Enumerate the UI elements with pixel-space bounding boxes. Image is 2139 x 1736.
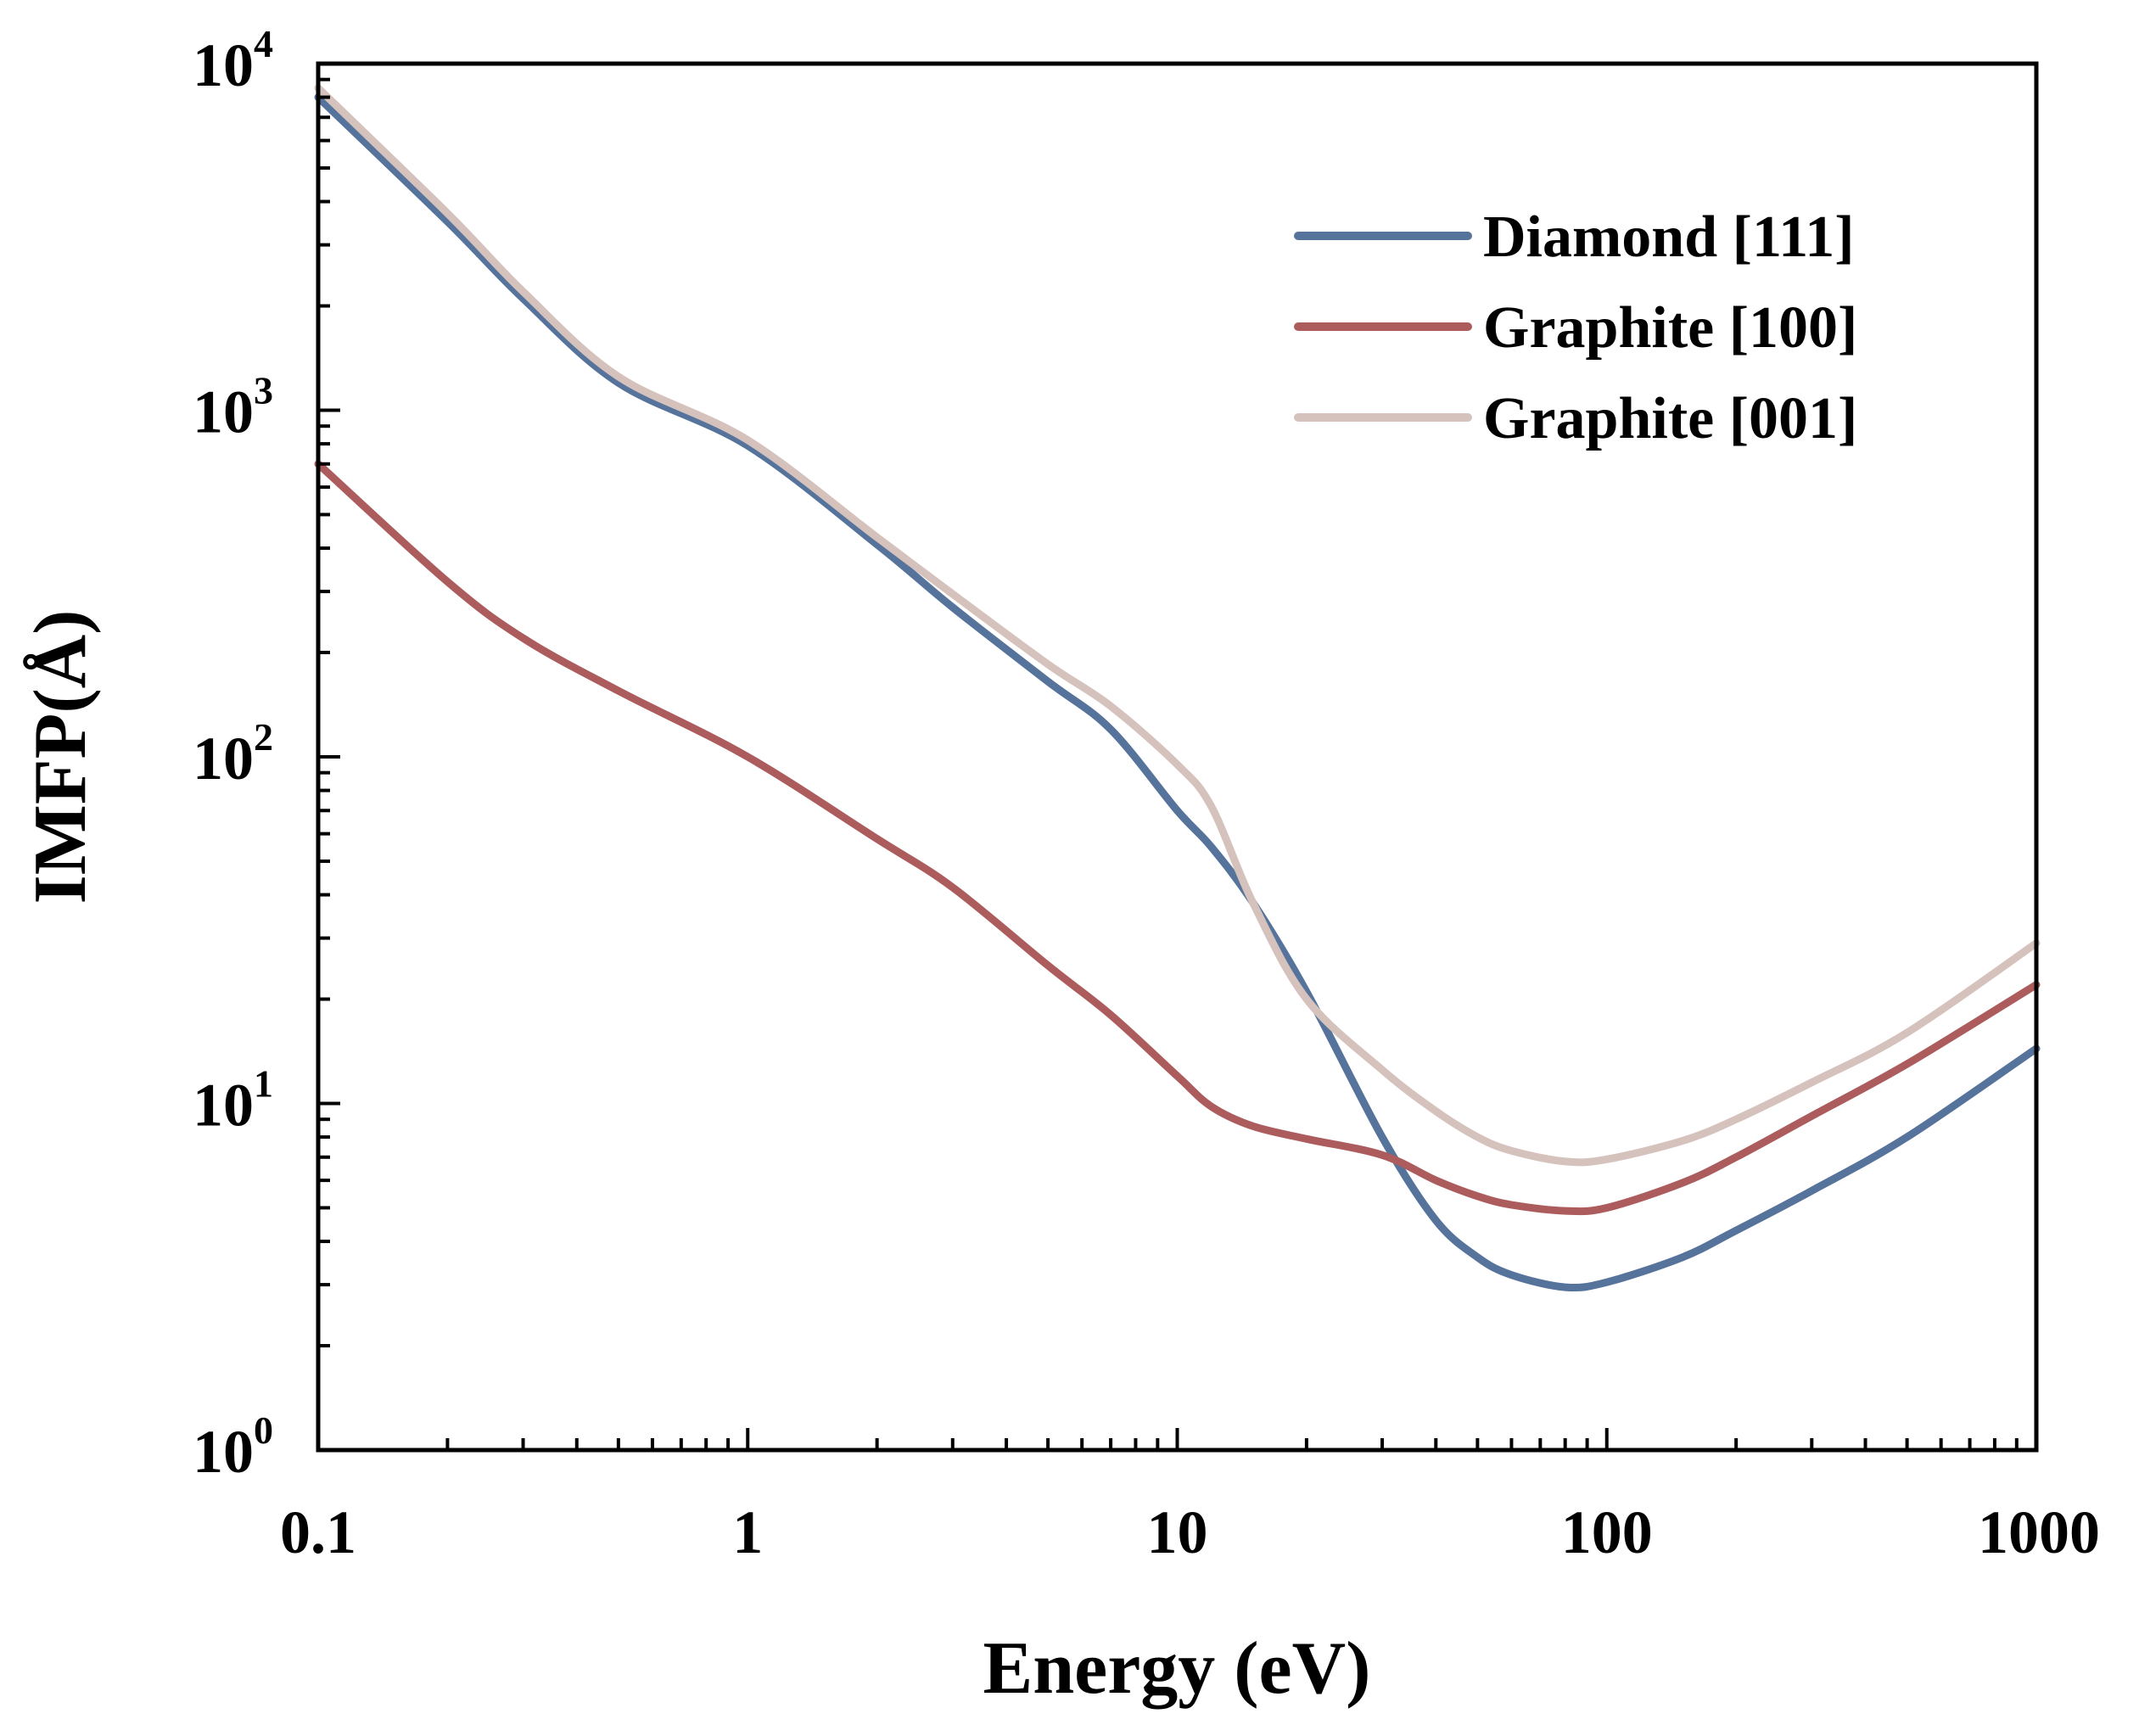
x-tick-label: 0.1 <box>280 1498 356 1566</box>
series-line-3 <box>314 84 2041 1167</box>
legend-label: Graphite [100] <box>1483 295 1857 361</box>
legend-label: Diamond [111] <box>1483 204 1855 270</box>
y-tick-label: 100 <box>193 1408 273 1486</box>
series-line-1 <box>314 93 2041 1292</box>
plot-area <box>314 61 2041 1453</box>
y-tick-labels: 100 101 102 103 104 <box>193 22 273 1486</box>
x-tick-label: 10 <box>1147 1498 1208 1566</box>
legend-item: Graphite [001] <box>1294 386 1857 451</box>
legend: Diamond [111] Graphite [100] Graphite [001… <box>1294 204 1857 451</box>
legend-item: Graphite [100] <box>1294 295 1857 361</box>
x-tick-labels: 0.1 1 10 100 1000 <box>280 1498 2100 1566</box>
x-tick-label: 1 <box>732 1498 763 1566</box>
series-line-2 <box>314 460 2041 1216</box>
plot-frame <box>316 61 2039 1453</box>
y-tick-label: 104 <box>193 22 273 99</box>
y-axis-title: IMFP(Å) <box>20 610 102 904</box>
x-tick-label: 1000 <box>1978 1498 2100 1566</box>
x-tick-label: 100 <box>1561 1498 1653 1566</box>
legend-item: Diamond [111] <box>1294 204 1855 270</box>
y-tick-label: 102 <box>193 715 273 792</box>
legend-label: Graphite [001] <box>1483 386 1857 451</box>
series-layer <box>314 84 2041 1292</box>
ticks-layer <box>316 62 2038 1452</box>
y-tick-label: 101 <box>193 1062 273 1140</box>
y-tick-label: 103 <box>193 369 273 446</box>
x-axis-title: Energy (eV) <box>983 1627 1371 1710</box>
